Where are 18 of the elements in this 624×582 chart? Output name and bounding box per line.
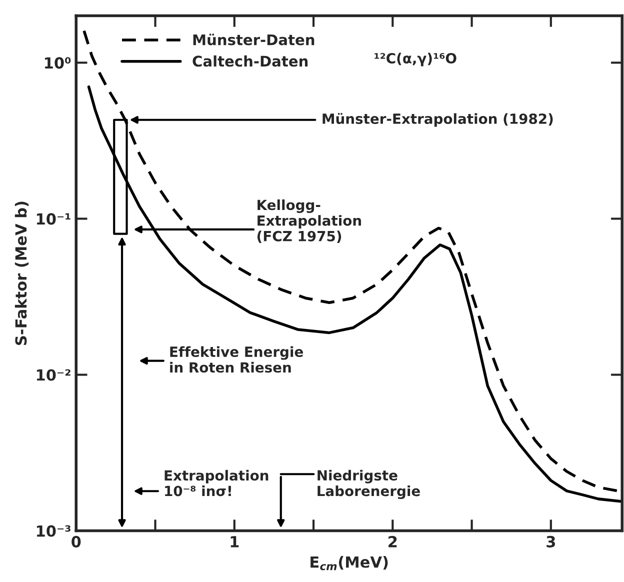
- y-tick-label: 10⁻²: [36, 369, 70, 381]
- annotation: Niedrigste Laborenergie: [318, 470, 420, 500]
- legend-label: Münster-Daten: [193, 34, 314, 46]
- y-tick-label: 10⁻³: [36, 525, 70, 537]
- annotation: ¹²C(α,γ)¹⁶O: [374, 52, 456, 66]
- annotation: Effektive Energie in Roten Riesen: [170, 346, 303, 373]
- annotation: Extrapolation 10⁻⁸ inσ!: [164, 470, 268, 496]
- legend-label: Caltech-Daten: [192, 55, 308, 67]
- x-tick-label: 2: [388, 536, 397, 548]
- x-tick-label: 0: [72, 536, 81, 548]
- annotation: Kellogg- Extrapolation (FCZ 1975): [258, 199, 361, 244]
- x-axis-title: E$_{cm}$(MeV): [310, 556, 388, 570]
- x-tick-label: 3: [546, 536, 556, 548]
- y-tick-label: 10⁻¹: [36, 213, 70, 225]
- y-axis-title: S-Faktor (MeV b): [14, 202, 29, 345]
- x-tick-label: 1: [230, 536, 239, 548]
- annotation: Münster-Extrapolation (1982): [322, 113, 553, 127]
- y-tick-label: 10⁰: [45, 57, 71, 69]
